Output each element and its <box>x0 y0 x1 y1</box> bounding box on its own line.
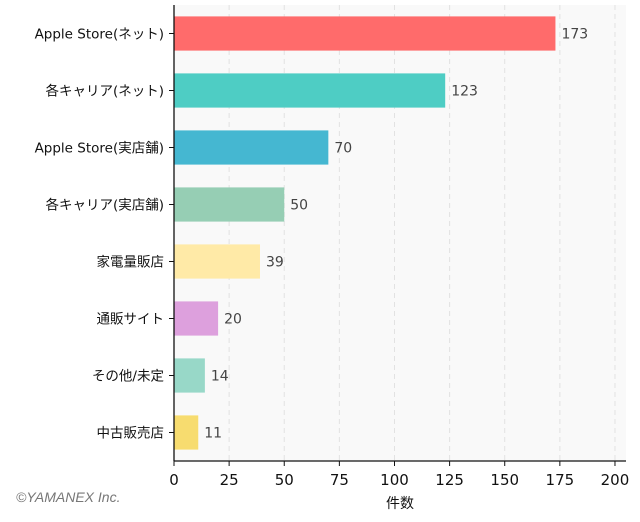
x-tick-label: 50 <box>275 471 294 489</box>
x-tick-label: 0 <box>169 471 179 489</box>
bar <box>174 187 285 222</box>
x-tick-label: 150 <box>490 471 519 489</box>
x-tick-label: 175 <box>546 471 575 489</box>
y-tick-label: 中古販売店 <box>97 426 165 442</box>
x-tick-label: 100 <box>380 471 409 489</box>
bar <box>174 244 260 279</box>
bar <box>174 130 329 165</box>
x-tick-label: 200 <box>601 471 630 489</box>
y-tick-label: その他/未定 <box>92 369 164 385</box>
x-tick-label: 125 <box>435 471 464 489</box>
bar <box>174 73 446 108</box>
y-tick-label: 通販サイト <box>97 312 165 328</box>
data-label: 123 <box>451 84 478 100</box>
data-label: 70 <box>334 141 352 157</box>
copyright-credit: ©YAMANEX Inc. <box>16 489 121 505</box>
data-label: 39 <box>266 255 284 271</box>
bar <box>174 16 556 51</box>
data-label: 50 <box>290 198 308 214</box>
y-tick-label: 各キャリア(ネット) <box>45 84 164 100</box>
y-tick-label: Apple Store(ネット) <box>35 27 164 43</box>
y-tick-label: Apple Store(実店舗) <box>35 141 164 157</box>
y-tick-label: 各キャリア(実店舗) <box>45 198 164 214</box>
data-label: 20 <box>224 312 242 328</box>
data-label: 173 <box>561 27 588 43</box>
data-label: 14 <box>211 369 229 385</box>
bar <box>174 301 219 336</box>
bar <box>174 415 199 450</box>
x-tick-label: 25 <box>220 471 239 489</box>
y-tick-label: 家電量販店 <box>97 254 165 271</box>
data-label: 11 <box>204 426 222 442</box>
x-axis-label: 件数 <box>386 496 414 512</box>
bar <box>174 358 205 393</box>
x-tick-label: 75 <box>330 471 349 489</box>
